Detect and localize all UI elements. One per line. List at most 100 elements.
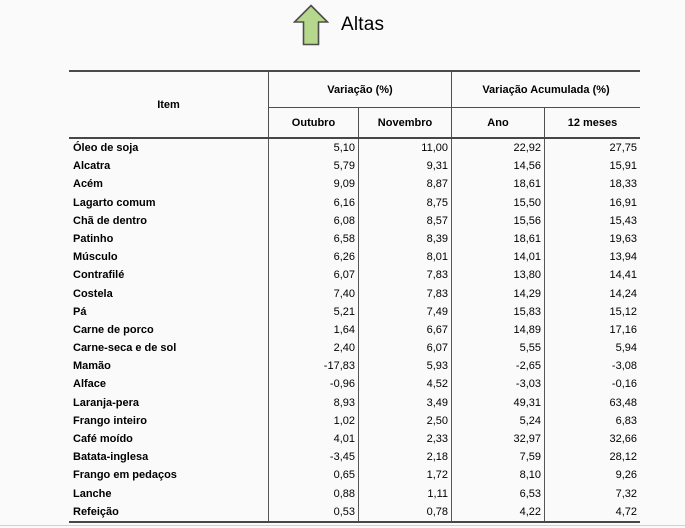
- outubro-value-cell: 1,02: [269, 411, 359, 430]
- novembro-value-cell: 4,52: [359, 375, 452, 394]
- item-name-cell: Músculo: [69, 248, 269, 267]
- novembro-value-cell: 2,33: [359, 430, 452, 449]
- table-row: Costela 7,40 7,83 14,29 14,24: [69, 284, 640, 303]
- outubro-value-cell: 0,53: [269, 502, 359, 521]
- meses12-value-cell: 4,72: [615, 505, 637, 518]
- outubro-value-cell: 8,93: [269, 393, 359, 412]
- meses12-value-cell: 6,83: [615, 414, 637, 427]
- table-row: Chã de dentro 6,08 8,57 15,56 15,43: [69, 211, 640, 230]
- ano-value-cell: 6,53: [452, 484, 545, 503]
- outubro-value-cell: 6,16: [269, 193, 359, 212]
- novembro-value-cell: 7,83: [359, 284, 452, 303]
- table-row: Acém 9,09 8,87 18,61 18,33: [69, 175, 640, 194]
- outubro-value-cell: 5,21: [269, 302, 359, 321]
- ano-value-cell: 18,61: [452, 175, 545, 194]
- table-row: Pá 5,21 7,49 15,83 15,12: [69, 302, 640, 321]
- outubro-value-cell: 9,09: [269, 175, 359, 194]
- novembro-value-cell: 8,57: [359, 211, 452, 230]
- ano-value-cell: 32,97: [452, 430, 545, 449]
- table-row: Batata-inglesa -3,45 2,18 7,59 28,12: [69, 448, 640, 467]
- novembro-value-cell: 7,49: [359, 302, 452, 321]
- outubro-value-cell: 5,79: [269, 157, 359, 176]
- ano-value-cell: 18,61: [452, 229, 545, 249]
- outubro-value-cell: 5,10: [269, 139, 359, 158]
- outubro-value-cell: 6,58: [269, 229, 359, 249]
- item-name-cell: Lanche: [69, 484, 269, 503]
- ano-value-cell: 15,56: [452, 211, 545, 230]
- meses12-value-cell: 9,26: [615, 469, 637, 482]
- meses12-value-cell: 32,66: [609, 433, 637, 445]
- meses12-value-cell: -3,08: [611, 360, 637, 373]
- novembro-value-cell: 0,78: [359, 502, 452, 521]
- meses12-value-cell: 16,91: [609, 196, 637, 209]
- meses12-value-cell: 19,63: [609, 232, 637, 245]
- outubro-value-cell: 0,88: [269, 484, 359, 503]
- up-arrow-icon: [293, 4, 329, 46]
- outubro-value-cell: -17,83: [269, 357, 359, 376]
- novembro-value-cell: 8,39: [359, 229, 452, 249]
- table-row: Mamão -17,83 5,93 -2,65 -3,08: [69, 357, 640, 376]
- novembro-value-cell: 11,00: [359, 139, 452, 158]
- ano-value-cell: 14,29: [452, 284, 545, 303]
- meses12-value-cell: 13,94: [609, 251, 637, 264]
- ano-value-cell: 22,92: [452, 139, 545, 158]
- meses12-value-cell: 14,24: [609, 287, 637, 300]
- header-novembro: Novembro: [359, 108, 452, 137]
- meses12-value-cell: 18,33: [609, 178, 637, 191]
- page-bottom-divider: [0, 525, 685, 526]
- header-item: Item: [69, 72, 269, 137]
- item-name-cell: Alcatra: [69, 157, 269, 176]
- page-title: Altas: [341, 14, 385, 35]
- item-name-cell: Mamão: [69, 357, 269, 376]
- novembro-value-cell: 7,83: [359, 266, 452, 285]
- ano-value-cell: 15,83: [452, 302, 545, 321]
- ano-value-cell: 14,56: [452, 157, 545, 176]
- header-ano: Ano: [452, 108, 545, 137]
- novembro-value-cell: 2,18: [359, 448, 452, 467]
- item-name-cell: Costela: [69, 284, 269, 303]
- table-row: Frango em pedaços 0,65 1,72 8,10 9,26: [69, 466, 640, 485]
- meses12-value-cell: 15,12: [609, 305, 637, 318]
- novembro-value-cell: 1,72: [359, 466, 452, 485]
- novembro-value-cell: 9,31: [359, 157, 452, 176]
- ano-value-cell: -3,03: [452, 375, 545, 394]
- table-row: Músculo 6,26 8,01 14,01 13,94: [69, 248, 640, 267]
- table-row: Patinho 6,58 8,39 18,61 19,63: [69, 229, 640, 249]
- ano-value-cell: 5,55: [452, 339, 545, 358]
- ano-value-cell: 4,22: [452, 502, 545, 521]
- outubro-value-cell: 0,65: [269, 466, 359, 485]
- novembro-value-cell: 8,75: [359, 193, 452, 212]
- outubro-value-cell: 6,07: [269, 266, 359, 285]
- item-name-cell: Contrafilé: [69, 266, 269, 285]
- table-header: Item Variação (%) Variação Acumulada (%)…: [69, 72, 640, 139]
- table-row: Laranja-pera 8,93 3,49 49,31 63,48: [69, 393, 640, 412]
- outubro-value-cell: 1,64: [269, 320, 359, 340]
- item-name-cell: Laranja-pera: [69, 393, 269, 412]
- item-name-cell: Carne de porco: [69, 320, 269, 340]
- novembro-value-cell: 8,87: [359, 175, 452, 194]
- ano-value-cell: 14,01: [452, 248, 545, 267]
- meses12-value-cell: -0,16: [611, 378, 637, 391]
- ano-value-cell: 49,31: [452, 393, 545, 412]
- meses12-value-cell: 7,32: [615, 487, 637, 500]
- item-name-cell: Frango inteiro: [69, 411, 269, 430]
- meses12-value-cell: 63,48: [609, 396, 637, 409]
- table-body: Óleo de soja 5,10 11,00 22,92 27,75 Alca…: [69, 139, 640, 521]
- item-name-cell: Chã de dentro: [69, 211, 269, 230]
- meses12-value-cell: 27,75: [609, 142, 637, 154]
- table-row: Alcatra 5,79 9,31 14,56 15,91: [69, 157, 640, 176]
- table-row: Contrafilé 6,07 7,83 13,80 14,41: [69, 266, 640, 285]
- item-name-cell: Alface: [69, 375, 269, 394]
- ano-value-cell: 14,89: [452, 320, 545, 340]
- table-row: Café moído 4,01 2,33 32,97 32,66: [69, 430, 640, 449]
- page-title-block: Altas: [293, 3, 384, 47]
- item-name-cell: Batata-inglesa: [69, 448, 269, 467]
- ano-value-cell: 5,24: [452, 411, 545, 430]
- novembro-value-cell: 2,50: [359, 411, 452, 430]
- header-12-meses: 12 meses: [567, 116, 618, 129]
- meses12-value-cell: 15,91: [609, 160, 637, 173]
- outubro-value-cell: -3,45: [269, 448, 359, 467]
- table-row: Alface -0,96 4,52 -3,03 -0,16: [69, 375, 640, 394]
- ano-value-cell: -2,65: [452, 357, 545, 376]
- outubro-value-cell: 6,26: [269, 248, 359, 267]
